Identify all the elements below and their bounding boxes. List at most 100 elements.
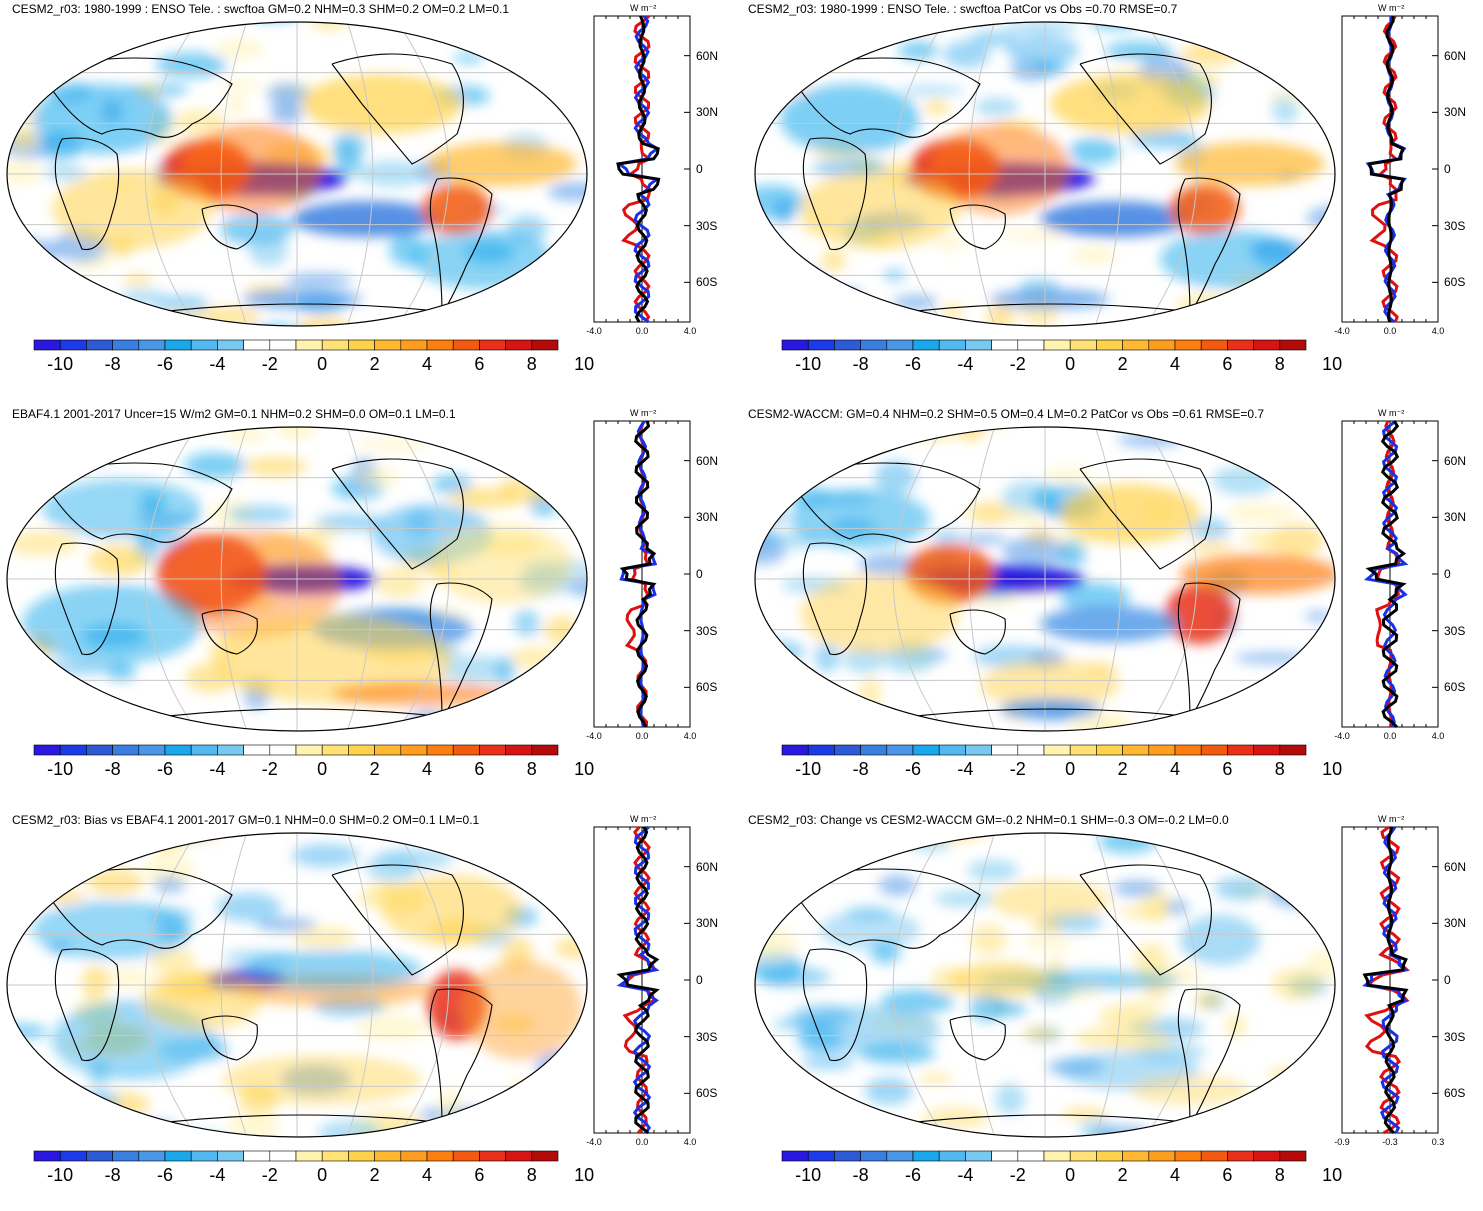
zonal-x-tick: -0.9 — [1334, 1137, 1350, 1147]
colorbar-label: 4 — [1169, 759, 1180, 779]
anomaly-region — [32, 84, 172, 154]
zonal-x-tick: 0.0 — [1383, 326, 1397, 336]
colorbar-swatch — [374, 744, 402, 756]
colorbar-swatch — [1096, 339, 1123, 351]
anomaly-region — [332, 682, 512, 706]
colorbar-swatch — [1043, 339, 1071, 351]
colorbar-label: -2 — [261, 1165, 278, 1185]
zonal-x-tick: -4.0 — [586, 326, 602, 336]
colorbar-label: -4 — [957, 354, 974, 374]
colorbar-swatch — [59, 1150, 87, 1162]
colorbar-swatch — [834, 1150, 861, 1162]
colorbar-swatch — [1253, 1150, 1281, 1162]
colorbar-swatch — [1174, 339, 1202, 351]
anomaly-region — [780, 84, 920, 154]
colorbar-label: 8 — [526, 354, 537, 374]
latitude-label: 60S — [1444, 275, 1466, 290]
latitude-label: 60N — [1444, 48, 1467, 63]
zonal-mean-plot — [1341, 419, 1439, 729]
colorbar-swatch — [243, 1150, 271, 1162]
colorbar-label: 2 — [1117, 759, 1128, 779]
colorbar-swatch — [991, 1150, 1019, 1162]
colorbar-label: -4 — [957, 759, 974, 779]
colorbar-label: -6 — [156, 354, 173, 374]
colorbar-label: -8 — [852, 759, 869, 779]
colorbar-label: -8 — [104, 759, 121, 779]
zonal-mean-plot — [1341, 825, 1439, 1135]
panel-title: CESM2-WACCM: GM=0.4 NHM=0.2 SHM=0.5 OM=0… — [748, 407, 1265, 421]
colorbar-swatch — [938, 339, 966, 351]
colorbar-swatch — [374, 339, 402, 351]
colorbar-label: 8 — [526, 759, 537, 779]
colorbar-label: 10 — [1322, 759, 1343, 779]
colorbar-swatch — [374, 1150, 402, 1162]
colorbar-swatch — [505, 339, 533, 351]
colorbar-swatch — [321, 1150, 349, 1162]
colorbar-swatch — [190, 744, 218, 756]
colorbar-swatch — [243, 339, 271, 351]
colorbar-swatch — [348, 744, 375, 756]
panel-title: EBAF4.1 2001-2017 Uncer=15 W/m2 GM=0.1 N… — [12, 407, 456, 421]
colorbar-swatch — [965, 339, 992, 351]
anomaly-region — [427, 142, 577, 186]
colorbar-swatch — [531, 1150, 559, 1162]
colorbar-label: 8 — [1274, 1165, 1285, 1185]
zonal-x-tick: 4.0 — [683, 731, 697, 741]
colorbar-label: 10 — [574, 354, 595, 374]
colorbar-swatch — [505, 1150, 533, 1162]
units-label: W m⁻² — [630, 3, 657, 13]
anomaly-region — [1180, 554, 1335, 594]
colorbar-label: -10 — [47, 1165, 74, 1185]
anomaly-region — [182, 124, 322, 214]
colorbar-label: 6 — [474, 1165, 485, 1185]
colorbar-label: 2 — [1117, 354, 1128, 374]
panel-p4: CESM2-WACCM: GM=0.4 NHM=0.2 SHM=0.5 OM=0… — [748, 405, 1483, 805]
zonal-mean-plot — [593, 420, 691, 728]
colorbar-swatch — [59, 339, 87, 351]
colorbar-label: 0 — [1065, 354, 1076, 374]
colorbar-swatch — [834, 339, 861, 351]
colorbar-label: -10 — [795, 1165, 822, 1185]
panel-p2: CESM2_r03: 1980-1999 : ENSO Tele. : swcf… — [748, 0, 1483, 400]
colorbar-label: 10 — [574, 759, 595, 779]
anomaly-region — [42, 479, 202, 539]
anomaly-region — [1165, 584, 1235, 644]
colorbar-label: 6 — [1222, 759, 1233, 779]
colorbar-swatch — [400, 744, 428, 756]
colorbar-label: -6 — [904, 1165, 921, 1185]
colorbar-swatch — [991, 744, 1019, 756]
zonal-mean-line — [1364, 825, 1410, 1135]
latitude-label: 30N — [696, 916, 719, 931]
panel-title: CESM2_r03: Change vs CESM2-WACCM GM=-0.2… — [748, 813, 1229, 827]
colorbar-label: -8 — [852, 354, 869, 374]
colorbar-swatch — [452, 339, 480, 351]
anomaly-region — [1050, 74, 1210, 134]
colorbar-swatch — [1069, 339, 1097, 351]
colorbar-swatch — [59, 744, 87, 756]
colorbar-swatch — [531, 339, 559, 351]
zonal-x-tick: 0.0 — [635, 731, 649, 741]
colorbar-swatch — [426, 339, 454, 351]
colorbar-swatch — [426, 1150, 454, 1162]
units-label: W m⁻² — [1378, 3, 1405, 13]
colorbar-swatch — [1279, 1150, 1307, 1162]
colorbar-swatch — [1200, 339, 1228, 351]
zonal-mean-line — [1363, 419, 1409, 728]
colorbar-label: -2 — [261, 759, 278, 779]
colorbar-label: -6 — [904, 759, 921, 779]
anomaly-region — [302, 74, 462, 134]
colorbar-swatch — [886, 744, 914, 756]
colorbar-swatch — [426, 744, 454, 756]
colorbar-label: -2 — [1009, 759, 1026, 779]
colorbar-swatch — [1148, 339, 1176, 351]
latitude-label: 30S — [1444, 1029, 1466, 1044]
anomaly-region — [22, 584, 202, 664]
latitude-label: 30S — [696, 218, 718, 233]
colorbar-label: 2 — [369, 354, 380, 374]
colorbar-swatch — [1069, 1150, 1097, 1162]
zonal-x-tick: 4.0 — [683, 1137, 697, 1147]
colorbar-swatch — [912, 1150, 940, 1162]
latitude-label: 30N — [1444, 916, 1467, 931]
robinson-map — [6, 832, 588, 1138]
colorbar-swatch — [295, 1150, 323, 1162]
